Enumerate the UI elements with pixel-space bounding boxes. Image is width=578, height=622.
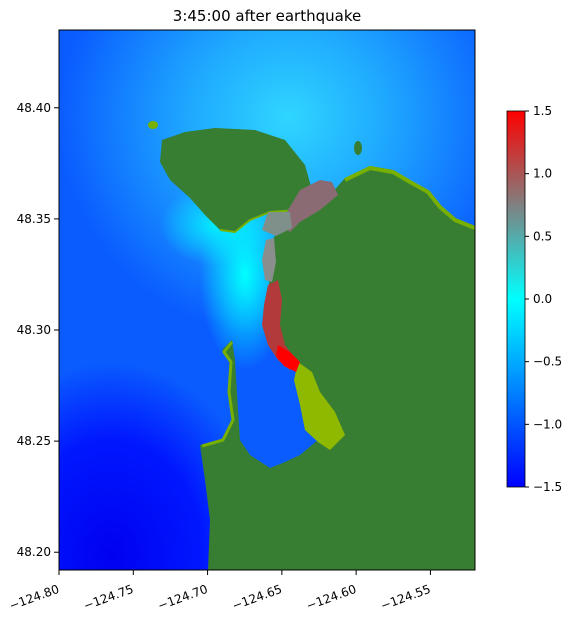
land-north (160, 128, 312, 232)
colorbar-tick-label: −0.5 (533, 355, 562, 369)
colorbar-tick-label: −1.5 (533, 480, 562, 494)
x-tick-label: −124.80 (7, 582, 61, 613)
islet (148, 121, 158, 129)
plot-frame (58, 29, 476, 571)
chart-title: 3:45:00 after earthquake (173, 7, 361, 25)
land-east (200, 166, 475, 570)
x-axis-ticks: −124.80 −124.75 −124.70 −124.65 −124.60 −124.… (7, 570, 432, 613)
colorbar-tick-label: 1.5 (533, 104, 552, 118)
colorbar (506, 110, 526, 488)
colorbar-ticks: −1.5 −1.0 −0.5 0.0 0.5 1.0 1.5 (525, 104, 562, 494)
colorbar-tick-label: 1.0 (533, 167, 552, 181)
shore-fringe-north (219, 209, 299, 234)
x-tick-label: −124.75 (82, 582, 136, 613)
y-tick-label: 48.30 (17, 323, 51, 337)
inlet-fringe (294, 362, 345, 450)
shore-fringe-west (201, 341, 235, 448)
x-tick-label: −124.70 (156, 582, 210, 613)
y-tick-label: 48.40 (17, 101, 51, 115)
bay-flood-grey (282, 180, 338, 232)
y-tick-label: 48.35 (17, 212, 51, 226)
river-flood-grey (262, 238, 276, 282)
map-area (59, 30, 475, 570)
y-axis-ticks: 48.20 48.25 48.30 48.35 48.40 (17, 101, 59, 559)
x-tick-label: −124.60 (304, 582, 358, 613)
islet-small (354, 141, 362, 155)
colorbar-tick-label: 0.0 (533, 292, 552, 306)
river-flood-red (262, 280, 295, 370)
bay-flood-mixed (262, 212, 292, 236)
shore-fringe-east (344, 166, 475, 230)
river-flood-bright-red (276, 345, 300, 372)
x-tick-label: −124.55 (379, 582, 433, 613)
y-tick-label: 48.25 (17, 434, 51, 448)
y-tick-label: 48.20 (17, 545, 51, 559)
x-tick-label: −124.65 (230, 582, 284, 613)
colorbar-tick-label: −1.0 (533, 417, 562, 431)
colorbar-tick-label: 0.5 (533, 229, 552, 243)
